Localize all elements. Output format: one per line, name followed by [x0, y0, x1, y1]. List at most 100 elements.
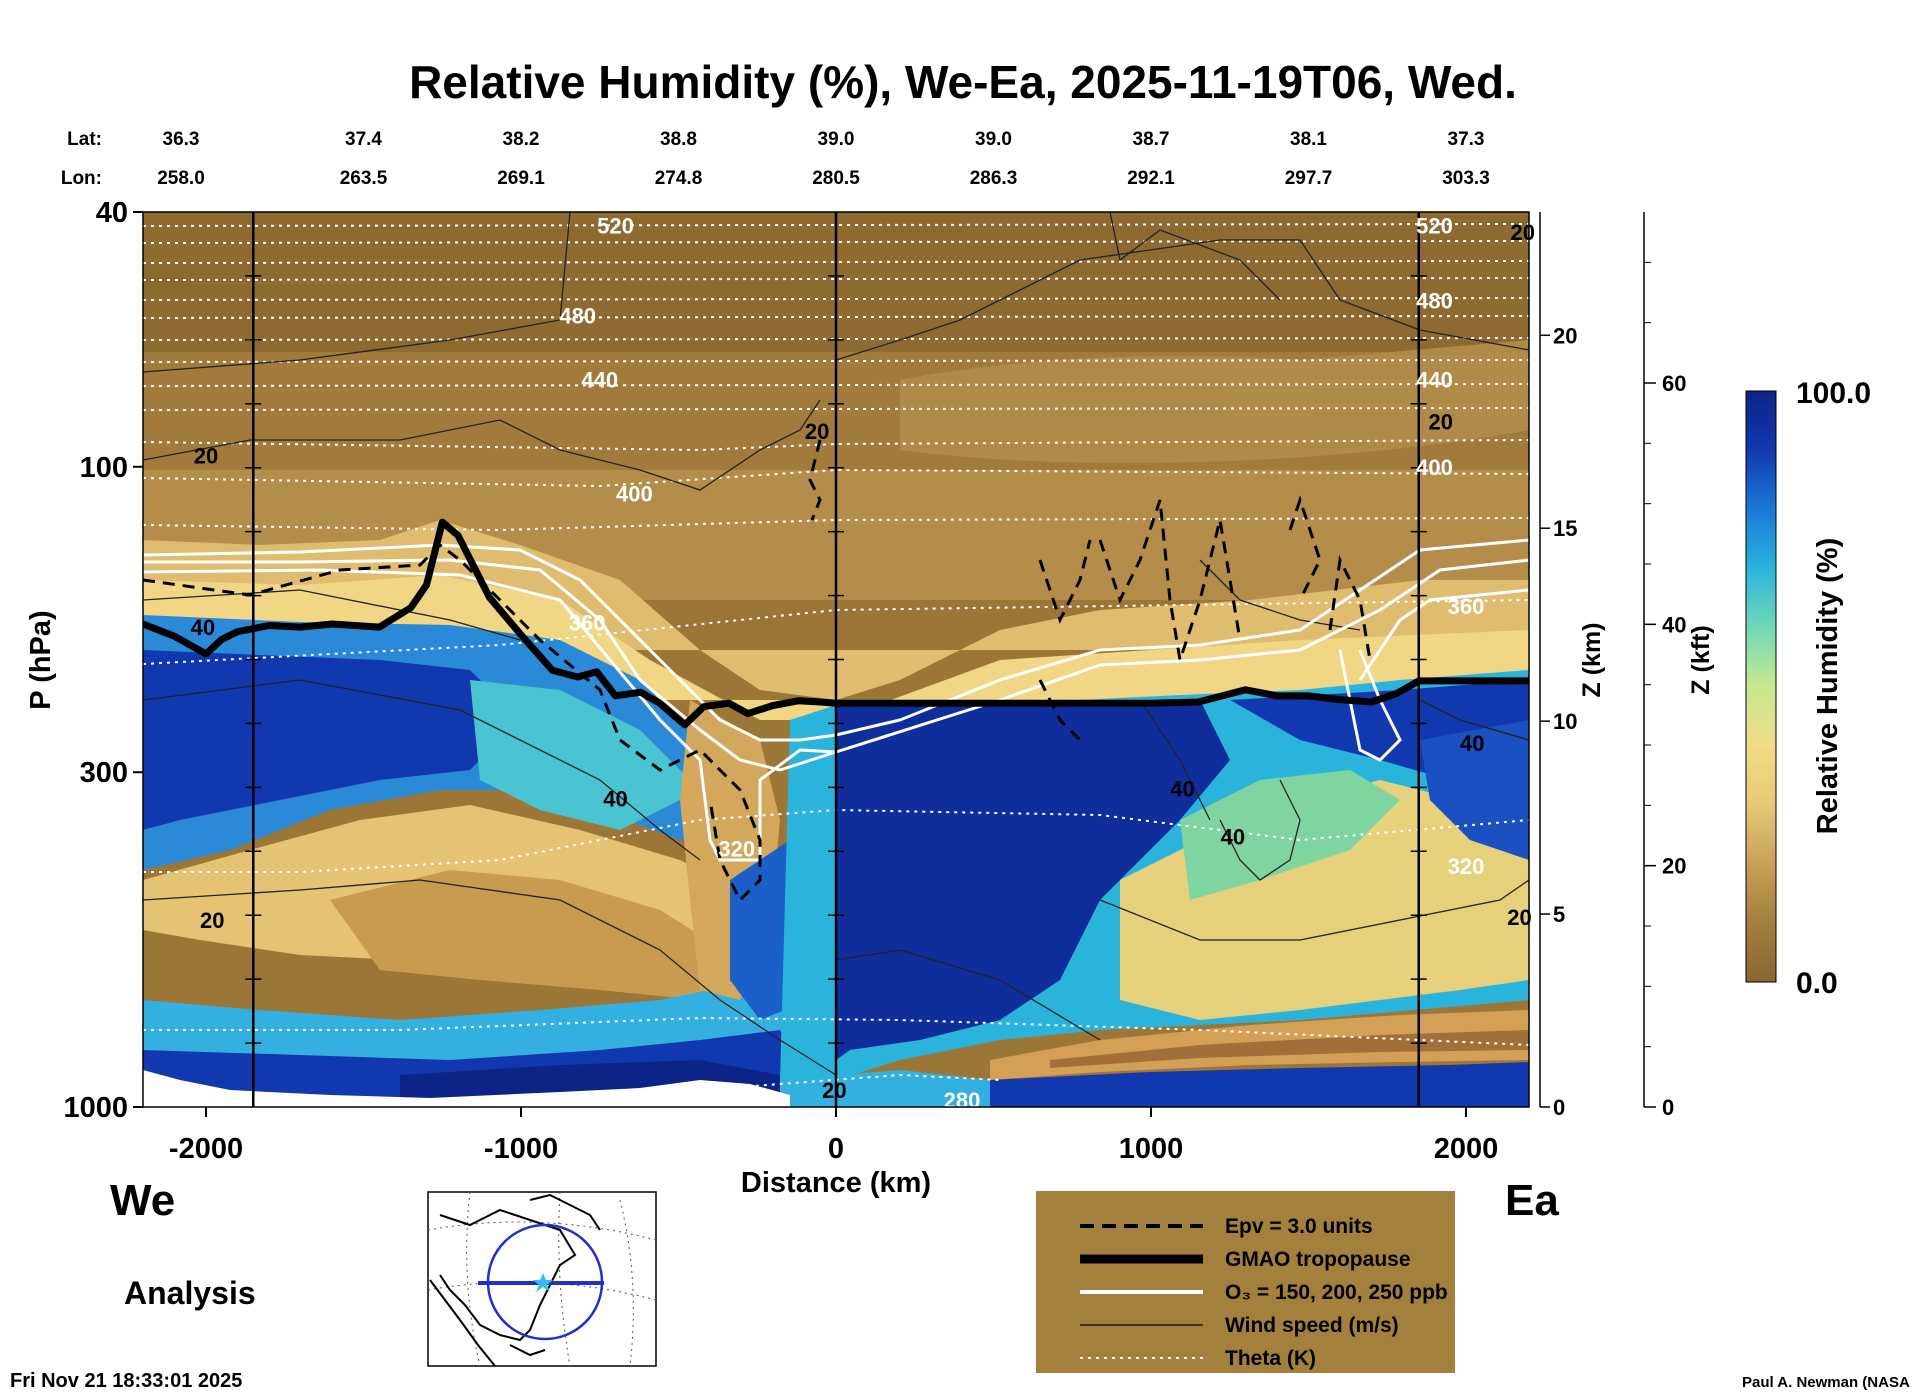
- station-lon: 258.0: [157, 168, 205, 189]
- station-lat: 38.2: [503, 129, 540, 150]
- location-map-inset: [427, 1191, 657, 1367]
- y-tick-label: 1000: [63, 1092, 128, 1124]
- colorbar-max-label: 100.0: [1796, 377, 1871, 410]
- theta-contours: [143, 223, 1529, 1091]
- contour-label: 400: [616, 481, 653, 506]
- theta-line: [143, 468, 1529, 488]
- wind-contour: [1099, 879, 1529, 941]
- contour-label: 280: [944, 1088, 981, 1113]
- z-kft-tick-label: 20: [1662, 854, 1686, 879]
- legend-label: Epv = 3.0 units: [1225, 1215, 1373, 1238]
- legend-label: O₃ = 150, 200, 250 ppb: [1225, 1281, 1448, 1304]
- y-tick-label: 100: [80, 452, 128, 484]
- contour-label: 40: [1460, 731, 1484, 756]
- theta-line: [699, 1073, 1001, 1091]
- tropopause-line: [143, 518, 1529, 729]
- z-kft-label: Z (kft): [1687, 625, 1715, 694]
- rh-west-upper-cyan: [470, 680, 700, 830]
- contour-label: 20: [1507, 905, 1531, 930]
- wind-contour: [1419, 699, 1529, 741]
- contour-label: 480: [559, 303, 596, 328]
- station-lon: 280.5: [812, 168, 860, 189]
- timestamp: Fri Nov 21 18:33:01 2025: [10, 1370, 242, 1392]
- contour-label: 20: [200, 908, 224, 933]
- rh-east-surface-blue: [990, 1062, 1529, 1107]
- contour-label: 20: [194, 443, 218, 468]
- ozone-contour: [143, 568, 837, 862]
- ozone-contours: [143, 538, 1529, 862]
- wind-speed-contours: [143, 212, 1529, 1076]
- z-km-tick-label: 5: [1553, 902, 1565, 927]
- legend-label: GMAO tropopause: [1225, 1248, 1411, 1271]
- station-lat: 36.3: [163, 129, 200, 150]
- y-axis-label: P (hPa): [25, 610, 57, 709]
- z-kft-tick-label: 0: [1662, 1095, 1674, 1120]
- station-lon: 303.3: [1442, 168, 1490, 189]
- rh-east-mid-blue: [1420, 720, 1529, 860]
- x-tick-label: 1000: [1119, 1133, 1184, 1165]
- x-tick-label: -2000: [169, 1133, 243, 1165]
- legend-box: [1036, 1191, 1455, 1373]
- ozone-contour: [1358, 588, 1529, 681]
- z-km-tick-label: 10: [1553, 709, 1577, 734]
- contour-label: 360: [1448, 594, 1485, 619]
- z-km-tick-label: 15: [1553, 516, 1577, 541]
- station-lon: 274.8: [655, 168, 703, 189]
- station-lon: 263.5: [340, 168, 388, 189]
- rh-west-upper-core: [143, 650, 520, 830]
- y-axis-pressure: 40 100 300 1000: [63, 197, 143, 1124]
- contour-label: 520: [597, 214, 634, 239]
- rh-surface-west-cyan: [780, 1070, 990, 1107]
- station-lon: 297.7: [1285, 168, 1333, 189]
- rh-east-mid-green: [1180, 770, 1400, 900]
- station-lon: 286.3: [970, 168, 1018, 189]
- wind-contour: [143, 679, 701, 861]
- plot-area: 520 480 440 400 360 320 280 520 480 440 400 360 320 2…: [142, 211, 1535, 1113]
- contour-label: 320: [1448, 854, 1485, 879]
- map-coastline: [509, 1344, 546, 1357]
- station-lat: 38.1: [1290, 129, 1327, 150]
- y-tick-label: 40: [96, 197, 128, 229]
- epv-contours: [143, 439, 1372, 903]
- west-label: We: [110, 1176, 175, 1225]
- station-lat: 38.8: [660, 129, 697, 150]
- ozone-contour: [143, 558, 1529, 772]
- wind-contour: [143, 212, 571, 373]
- analysis-label: Analysis: [124, 1275, 256, 1311]
- theta-line: [143, 808, 1529, 873]
- epv-contour: [1098, 499, 1242, 661]
- colorbar-title: Relative Humidity (%): [1812, 538, 1844, 835]
- contour-label: 320: [718, 837, 755, 862]
- station-lat: 39.0: [818, 129, 855, 150]
- colorbar: 100.0 0.0 Relative Humidity (%): [1745, 377, 1871, 1000]
- epv-contour: [808, 439, 822, 521]
- x-tick-label: -1000: [484, 1133, 558, 1165]
- rh-east-column-deep: [836, 700, 1230, 1060]
- epv-contour: [1038, 679, 1082, 742]
- rh-moist-patch-east-upper: [900, 340, 1529, 464]
- chart-title: Relative Humidity (%), We-Ea, 2025-11-19…: [409, 56, 1517, 108]
- map-graticule-line: [619, 1199, 634, 1367]
- theta-line: [143, 439, 1529, 452]
- map-coastline: [439, 1208, 577, 1342]
- station-lat: 37.3: [1448, 129, 1485, 150]
- station-lat: 39.0: [975, 129, 1012, 150]
- epv-contour: [1328, 555, 1372, 661]
- contour-label: 400: [1416, 455, 1453, 480]
- x-tick-label: 2000: [1434, 1133, 1499, 1165]
- wind-contour: [835, 239, 1529, 361]
- contour-label: 20: [805, 419, 829, 444]
- map-coastline: [529, 1193, 601, 1231]
- contour-label: 440: [1416, 367, 1453, 392]
- station-lon: 292.1: [1127, 168, 1175, 189]
- z-kft-tick-label: 60: [1662, 371, 1686, 396]
- station-vertical-markers: [245, 212, 1427, 1107]
- map-graticule: [427, 1191, 657, 1367]
- epv-contour: [143, 543, 762, 903]
- contour-label: 40: [191, 615, 215, 640]
- legend-label: Theta (K): [1225, 1347, 1316, 1370]
- contour-label: 480: [1416, 289, 1453, 314]
- y-tick-label: 300: [80, 757, 128, 789]
- contour-label: 40: [1170, 776, 1194, 801]
- terrain-mask: [143, 1070, 790, 1107]
